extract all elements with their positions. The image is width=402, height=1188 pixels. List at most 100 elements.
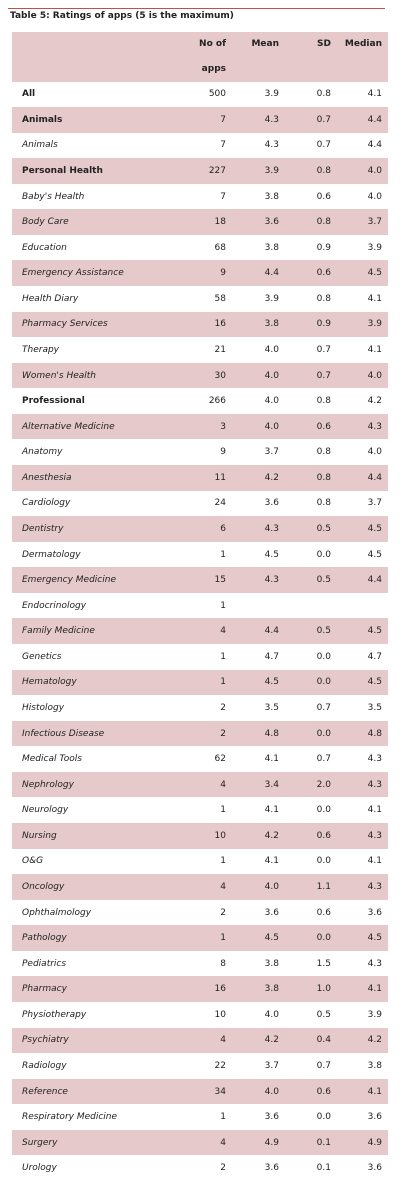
row-label: Medical Tools — [22, 754, 82, 765]
row-label: Personal Health — [22, 165, 103, 176]
row-label: Hematology — [22, 677, 77, 688]
cell-value: 3.7 — [264, 1060, 279, 1071]
cell-value: 0.0 — [316, 933, 331, 944]
cell-value: 0.8 — [316, 472, 331, 483]
cell-value: 4.1 — [264, 805, 279, 816]
cell-value: 4.0 — [367, 191, 382, 202]
cell-value: 10 — [214, 830, 226, 841]
cell-value: 4.4 — [367, 140, 382, 151]
row-label: Physiotherapy — [22, 1009, 87, 1020]
cell-value: 1 — [220, 549, 226, 560]
cell-value: 2 — [220, 728, 226, 739]
cell-value: 3.8 — [264, 191, 279, 202]
cell-value: 18 — [214, 217, 226, 228]
header-cell: apps — [201, 64, 226, 74]
cell-value: 0.6 — [316, 191, 331, 202]
cell-value: 24 — [214, 498, 226, 509]
cell-value: 3.8 — [367, 1060, 382, 1071]
row-band — [12, 107, 388, 133]
cell-value: 4.0 — [264, 1086, 279, 1097]
row-label: Genetics — [22, 651, 62, 662]
row-label: Family Medicine — [22, 626, 95, 637]
cell-value: 0.7 — [316, 1060, 331, 1071]
row-label: Emergency Assistance — [22, 268, 124, 279]
cell-value: 4.5 — [367, 268, 382, 279]
row-label: Therapy — [22, 344, 59, 355]
cell-value: 0.8 — [316, 165, 331, 176]
cell-value: 4.5 — [264, 677, 279, 688]
cell-value: 7 — [220, 114, 226, 125]
cell-value: 9 — [220, 268, 226, 279]
row-band — [12, 874, 388, 900]
cell-value: 4.1 — [367, 805, 382, 816]
cell-value: 0.8 — [316, 217, 331, 228]
row-label: Ophthalmology — [22, 907, 92, 918]
cell-value: 4.5 — [367, 933, 382, 944]
row-label: Histology — [22, 702, 65, 713]
cell-value: 0.5 — [316, 626, 331, 637]
cell-value: 0.6 — [316, 907, 331, 918]
cell-value: 500 — [208, 89, 226, 100]
row-band — [12, 158, 388, 184]
cell-value: 68 — [214, 242, 226, 253]
row-label: Pathology — [22, 933, 67, 944]
row-band — [12, 1027, 388, 1054]
cell-value: 4.0 — [264, 421, 279, 432]
cell-value: 3.8 — [264, 242, 279, 253]
cell-value: 0.8 — [316, 396, 331, 407]
cell-value: 4.2 — [264, 472, 279, 483]
cell-value: 0.0 — [316, 549, 331, 560]
cell-value: 3.6 — [367, 1163, 382, 1174]
cell-value: 4.1 — [367, 856, 382, 867]
cell-value: 0.0 — [316, 805, 331, 816]
cell-value: 3.8 — [264, 984, 279, 995]
row-band — [12, 669, 388, 696]
cell-value: 4 — [220, 881, 226, 892]
row-band — [12, 823, 388, 849]
cell-value: 0.8 — [316, 293, 331, 304]
header-cell: Median — [344, 39, 382, 49]
cell-value: 4.4 — [367, 575, 382, 586]
row-band — [12, 260, 388, 287]
cell-value: 4.3 — [264, 114, 279, 125]
cell-value: 0.0 — [316, 728, 331, 739]
cell-value: 0.7 — [316, 754, 331, 765]
cell-value: 4.2 — [264, 830, 279, 841]
table-title: Table 5: Ratings of apps (5 is the maxim… — [10, 11, 234, 21]
cell-value: 10 — [214, 1009, 226, 1020]
cell-value: 3.5 — [264, 702, 279, 713]
cell-value: 4.3 — [367, 421, 382, 432]
cell-value: 4.3 — [367, 958, 382, 969]
cell-value: 1.1 — [316, 881, 331, 892]
header-cell: Mean — [251, 39, 279, 49]
cell-value: 2 — [220, 907, 226, 918]
cell-value: 2 — [220, 702, 226, 713]
cell-value: 62 — [214, 754, 226, 765]
cell-value: 4.7 — [367, 651, 382, 662]
cell-value: 4.2 — [367, 1035, 382, 1046]
cell-value: 0.9 — [316, 319, 331, 330]
cell-value: 4.3 — [367, 779, 382, 790]
cell-value: 3.4 — [264, 779, 279, 790]
cell-value: 1 — [220, 933, 226, 944]
cell-value: 15 — [214, 575, 226, 586]
row-label: Oncology — [22, 881, 65, 892]
cell-value: 1 — [220, 856, 226, 867]
row-label: Education — [22, 242, 67, 253]
cell-value: 4.4 — [264, 268, 279, 279]
row-label: Baby's Health — [22, 191, 85, 202]
row-label: Radiology — [22, 1060, 67, 1071]
cell-value: 2 — [220, 1163, 226, 1174]
cell-value: 0.8 — [316, 447, 331, 458]
cell-value: 3.5 — [367, 702, 382, 713]
cell-value: 3.9 — [264, 293, 279, 304]
cell-value: 4.9 — [264, 1137, 279, 1148]
cell-value: 4.3 — [264, 575, 279, 586]
cell-value: 0.8 — [316, 498, 331, 509]
row-label: Dentistry — [22, 523, 64, 534]
cell-value: 21 — [214, 344, 226, 355]
cell-value: 1 — [220, 1112, 226, 1123]
cell-value: 3.9 — [264, 165, 279, 176]
cell-value: 3.7 — [264, 447, 279, 458]
